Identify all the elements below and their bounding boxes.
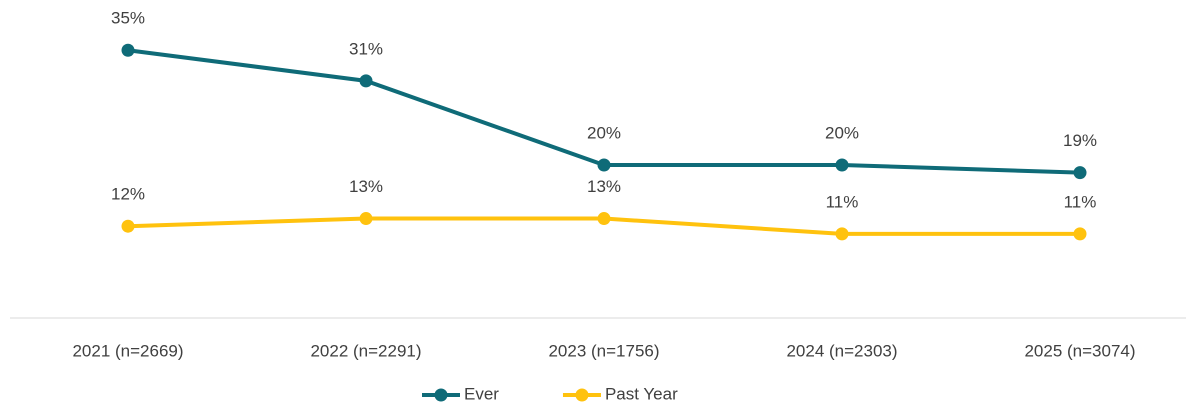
- data-label: 13%: [349, 177, 383, 196]
- point: [359, 212, 373, 226]
- x-tick-label: 2025 (n=3074): [1024, 341, 1135, 360]
- data-label: 13%: [587, 177, 621, 196]
- data-label: 35%: [111, 9, 145, 28]
- legend-marker: [434, 388, 448, 402]
- legend-label: Ever: [464, 384, 499, 403]
- x-tick-label: 2024 (n=2303): [786, 341, 897, 360]
- legend-label: Past Year: [605, 384, 678, 403]
- point: [835, 227, 849, 241]
- x-tick-label: 2021 (n=2669): [72, 341, 183, 360]
- x-tick-label: 2023 (n=1756): [548, 341, 659, 360]
- point: [121, 219, 135, 233]
- data-label: 31%: [349, 39, 383, 58]
- data-label: 19%: [1063, 131, 1097, 150]
- data-label: 12%: [111, 185, 145, 204]
- legend-marker: [575, 388, 589, 402]
- data-label: 11%: [1064, 192, 1097, 211]
- line: [127, 48, 1081, 175]
- data-label: 20%: [825, 123, 859, 142]
- point: [597, 158, 611, 172]
- point: [1073, 227, 1087, 241]
- point: [835, 158, 849, 172]
- data-label: 11%: [826, 192, 859, 211]
- data-label: 20%: [587, 123, 621, 142]
- point: [359, 74, 373, 88]
- point: [597, 212, 611, 226]
- point: [1073, 166, 1087, 180]
- x-tick-label: 2022 (n=2291): [310, 341, 421, 360]
- point: [121, 43, 135, 57]
